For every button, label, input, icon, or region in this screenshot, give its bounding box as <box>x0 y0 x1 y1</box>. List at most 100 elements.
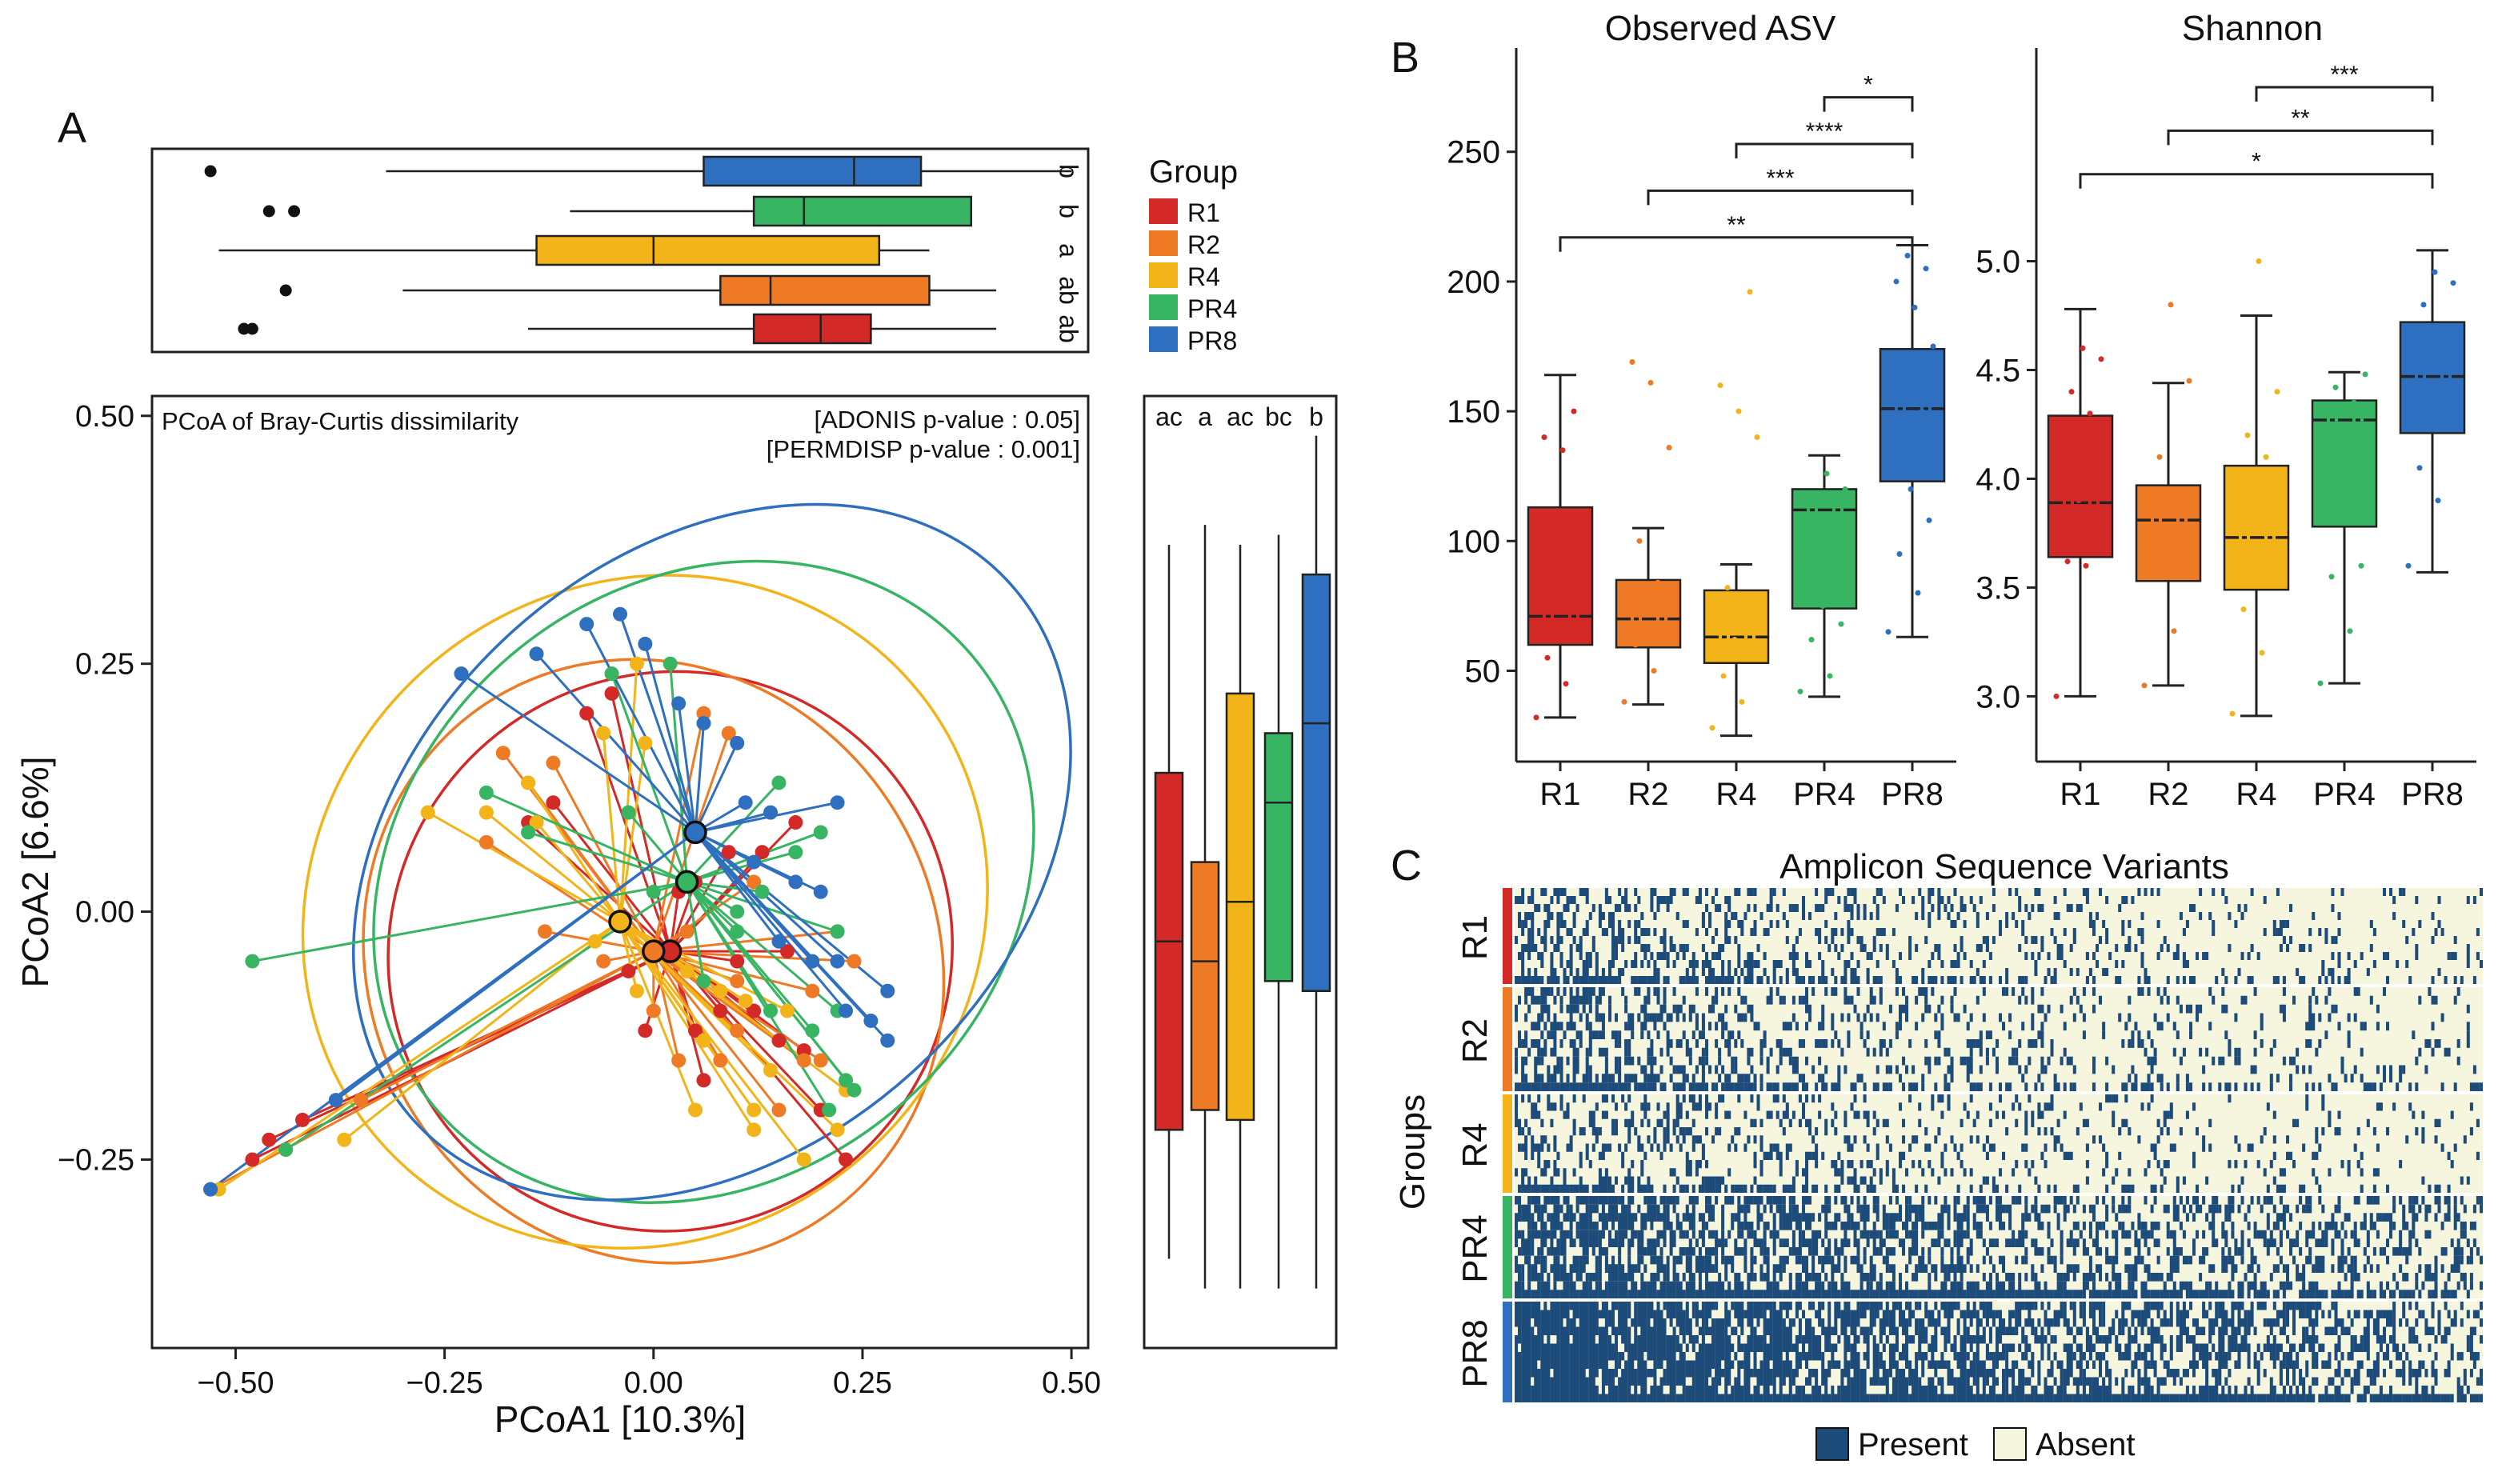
shannon-x-tick-label: R2 <box>2148 777 2188 812</box>
point-pr8 <box>830 795 845 810</box>
spoke-r4 <box>618 742 647 922</box>
spoke-pr4 <box>687 850 796 883</box>
pc2-letter-r4: ac <box>1227 402 1254 431</box>
asv-jitter-pr4 <box>1823 470 1830 477</box>
point-r4 <box>696 1033 711 1048</box>
legend-swatch-r4 <box>1149 262 1178 288</box>
heatmap-cells-r4 <box>1515 1094 2480 1194</box>
asv-jitter-pr8 <box>1930 343 1936 350</box>
centroid-pr8 <box>683 820 707 845</box>
pcoa-x-label: PCoA1 [10.3%] <box>494 1398 747 1440</box>
point-pr8 <box>671 696 687 711</box>
asv-jitter-r1 <box>1533 714 1539 721</box>
legend-swatch-r1 <box>1149 198 1178 224</box>
point-pr8 <box>730 735 745 750</box>
pcoa-x-axis: −0.50 −0.25 0.00 0.25 0.50 <box>197 1348 1101 1400</box>
point-pr4 <box>245 954 260 969</box>
asv-jitter-pr8 <box>1885 629 1892 635</box>
legend-label-r1: R1 <box>1187 198 1220 227</box>
point-r1 <box>779 944 795 959</box>
spoke-pr8 <box>334 831 696 1102</box>
pc1-letter-r2: ab <box>1055 276 1083 305</box>
asv-jitter-r1 <box>1544 654 1551 661</box>
asv-y-tick-label: 100 <box>1447 524 1500 559</box>
spoke-r2 <box>652 713 705 952</box>
point-pr8 <box>880 983 895 998</box>
pc1-boxplot-frame <box>150 147 1090 354</box>
legend-label-pr8: PR8 <box>1187 326 1237 355</box>
asv-jitter-pr4 <box>1801 558 1807 565</box>
shannon-y-tick-label: 3.5 <box>1976 570 2020 606</box>
asv-jitter-r2 <box>1651 667 1657 674</box>
pc2-box-pr8 <box>1301 573 1331 992</box>
centroid-r4 <box>608 910 632 934</box>
absent-swatch <box>1993 1427 2027 1461</box>
point-r1 <box>721 845 736 860</box>
point-pr4 <box>830 924 845 939</box>
spoke-r2 <box>526 782 655 953</box>
shannon-jitter-pr8 <box>2432 269 2438 275</box>
point-pr8 <box>328 1093 343 1108</box>
shannon-title: Shannon <box>2182 9 2323 48</box>
panel-label-a: A <box>58 104 86 152</box>
point-pr8 <box>788 874 803 890</box>
asv-jitter-r4 <box>1747 289 1753 295</box>
y-tick-label: −0.25 <box>58 1143 134 1177</box>
shannon-jitter-r4 <box>2229 710 2236 717</box>
legend-title: Group <box>1149 154 1238 190</box>
asv-jitter-r4 <box>1754 434 1760 441</box>
spoke-r4 <box>618 921 639 992</box>
asv-jitter-pr4 <box>1797 688 1803 694</box>
x-tick-label: 0.50 <box>1042 1366 1101 1400</box>
present-label: Present <box>1858 1427 1968 1462</box>
point-pr4 <box>763 1003 779 1018</box>
asv-jitter-pr8 <box>1923 266 1929 272</box>
spoke-pr4 <box>627 811 688 883</box>
asv-jitter-r1 <box>1541 434 1547 441</box>
asv-y-tick-label: 150 <box>1447 394 1500 430</box>
point-r2 <box>847 954 862 969</box>
heatmap-row-label-r1: R1 <box>1455 915 1495 960</box>
point-r2 <box>721 726 736 741</box>
legend-label-pr4: PR4 <box>1187 294 1237 323</box>
point-r2 <box>796 1053 811 1068</box>
point-r1 <box>755 845 770 860</box>
spoke-pr8 <box>694 831 780 942</box>
point-r2 <box>546 755 561 770</box>
pc2-box-r2 <box>1190 861 1220 1111</box>
asv-jitter-pr8 <box>1908 486 1914 492</box>
spoke-pr8 <box>695 811 771 834</box>
asv-jitter-pr4 <box>1827 673 1833 679</box>
point-pr8 <box>771 934 787 949</box>
point-r4 <box>688 1102 703 1118</box>
asv-jitter-r2 <box>1636 538 1643 544</box>
asv-jitter-r2 <box>1621 698 1627 705</box>
point-pr4 <box>771 775 787 790</box>
panel-label-b: B <box>1391 34 1419 82</box>
spoke-pr8 <box>677 703 697 833</box>
asv-jitter-pr8 <box>1896 551 1903 558</box>
pc2-letter-pr4: bc <box>1265 402 1292 431</box>
shannon-jitter-r1 <box>2083 562 2089 569</box>
point-r2 <box>596 954 611 969</box>
shannon-jitter-r1 <box>2087 410 2093 417</box>
heatmap-row-label-r2: R2 <box>1455 1018 1495 1063</box>
shannon-box-r1 <box>2047 414 2114 558</box>
asv-jitter-r1 <box>1578 512 1584 518</box>
x-tick-label: 0.25 <box>833 1366 892 1400</box>
asv-jitter-r1 <box>1537 564 1543 570</box>
asv-y-tick-label: 200 <box>1447 265 1500 300</box>
x-tick-label: −0.50 <box>197 1366 274 1400</box>
point-r2 <box>713 1053 728 1068</box>
point-pr4 <box>730 904 745 919</box>
legend-label-r2: R2 <box>1187 230 1220 259</box>
point-r1 <box>788 815 803 830</box>
shannon-jitter-pr8 <box>2428 389 2434 395</box>
shannon-x-tick-label: R4 <box>2236 777 2276 812</box>
observed-asv-title: Observed ASV <box>1605 9 1836 48</box>
pc1-box-pr4 <box>752 195 973 227</box>
asv-jitter-r2 <box>1643 610 1650 617</box>
point-r4 <box>596 726 611 741</box>
pc1-outlier-r1 <box>246 322 258 335</box>
